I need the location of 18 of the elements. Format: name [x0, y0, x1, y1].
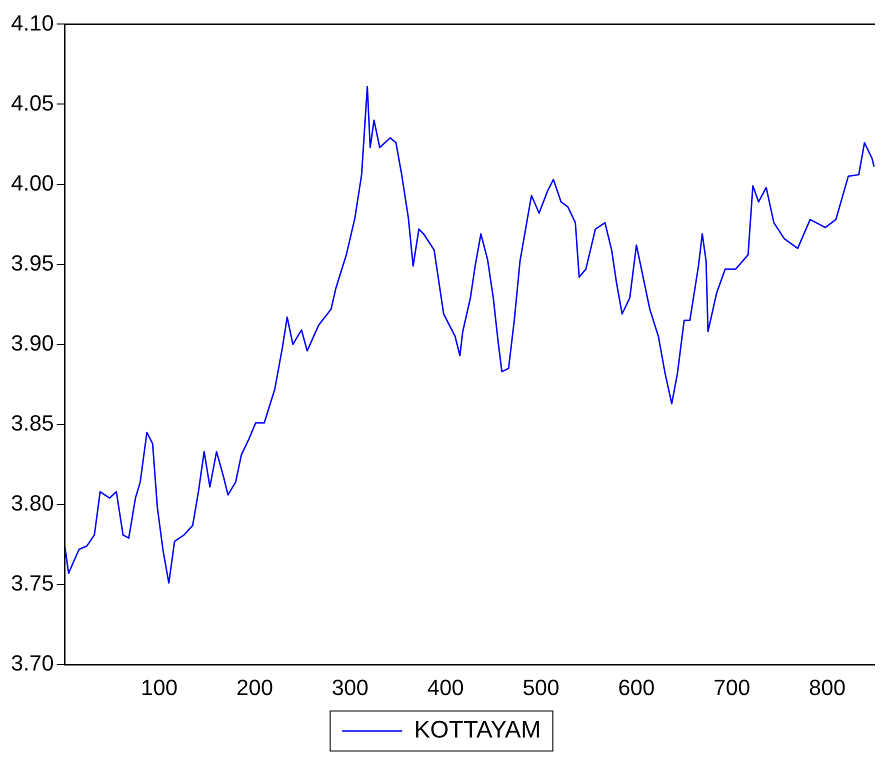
- x-tick-label: 100: [140, 674, 178, 700]
- y-tick-label: 3.85: [10, 410, 54, 436]
- y-tick-label: 4.05: [10, 90, 54, 116]
- y-tick-label: 4.10: [10, 10, 54, 36]
- y-tick-label: 3.70: [10, 650, 54, 676]
- x-tick-label: 500: [522, 674, 560, 700]
- x-tick-label: 300: [332, 674, 369, 700]
- y-tick-label: 3.90: [10, 330, 54, 356]
- y-tick-label: 4.00: [10, 170, 54, 196]
- x-tick-label: 700: [714, 674, 750, 700]
- x-tick-label: 400: [427, 674, 464, 700]
- y-tick-label: 3.80: [10, 490, 54, 516]
- y-tick-label: 3.75: [10, 570, 54, 596]
- legend-label: KOTTAYAM: [414, 716, 541, 744]
- x-tick-label: 800: [808, 674, 846, 700]
- y-tick-label: 3.95: [10, 250, 54, 276]
- x-tick-label: 200: [236, 674, 274, 700]
- x-tick-label: 600: [618, 674, 655, 700]
